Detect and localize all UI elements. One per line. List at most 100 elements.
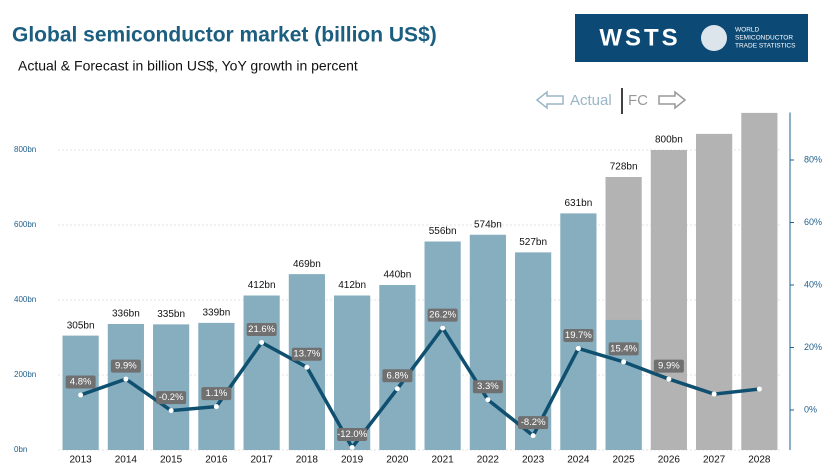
y2-tick-label: 60% [804,217,822,227]
growth-label: 9.9% [658,361,680,372]
x-tick-label: 2016 [205,455,228,466]
y-tick-label: 800bn [14,145,36,154]
bar [153,324,190,450]
growth-label: -0.2% [159,392,184,403]
legend-arrow [658,90,687,110]
bar [198,322,235,450]
logo-caption: WORLD [735,27,760,34]
logo-box [575,14,808,62]
chart-title: Global semiconductor market (billion US$… [12,24,437,47]
value-label: 440bn [383,270,411,281]
value-label: 469bn [293,259,321,270]
growth-label: 21.6% [248,324,275,335]
logo-globe [701,25,727,51]
point [440,325,446,331]
value-label: 335bn [157,309,185,320]
label-box [382,369,413,383]
logo-caption: SEMICONDUCTOR [735,35,793,42]
label-box [65,375,96,389]
growth-label: 1.1% [206,388,228,399]
y2-tick-label: 20% [804,342,822,352]
label-box [337,428,368,441]
point [666,376,672,382]
growth-label: -8.2% [521,417,546,428]
chart-subtitle: Actual & Forecast in billion US$, YoY gr… [18,58,358,74]
label-box [427,308,458,322]
x-tick-label: 2023 [522,455,545,466]
x-tick-label: 2015 [160,455,183,466]
label-box [472,380,503,394]
value-label: 305bn [67,320,95,331]
y2-tick-label: 40% [804,279,822,289]
x-tick-label: 2021 [432,455,455,466]
x-tick-label: 2027 [703,455,726,466]
point [78,392,84,398]
bar [469,234,506,450]
y-tick-label: 600bn [14,220,36,229]
x-tick-label: 2014 [115,455,138,466]
point [349,445,355,450]
growth-label: 3.3% [477,381,499,392]
x-tick-label: 2019 [341,455,364,466]
value-label: 527bn [519,237,547,248]
point [575,345,581,351]
label-box [518,416,549,430]
y2-tick-label: 80% [804,154,822,164]
label-box [291,347,322,361]
x-tick-label: 2017 [251,455,274,466]
bar [741,112,778,450]
point [485,397,491,403]
bar [650,150,687,450]
legend-label: FC [628,92,648,109]
point [304,364,310,370]
legend-arrow [535,90,564,110]
point [123,376,129,382]
growth-line [80,325,760,451]
growth-label: 13.7% [293,349,320,360]
value-label: 800bn [655,135,683,146]
growth-label: -12.0% [337,429,368,440]
growth-label: 6.8% [387,370,409,381]
value-label: 412bn [248,280,276,291]
growth-label: 19.7% [565,330,592,341]
point [530,433,536,439]
y-tick-label: 0bn [14,445,27,454]
x-tick-label: 2020 [386,455,409,466]
y-tick-label: 200bn [14,370,36,379]
y2-tick-label: 0% [804,404,817,414]
growth-label: 9.9% [115,361,137,372]
growth-label: 15.4% [610,343,637,354]
value-label: 336bn [112,309,140,320]
point [259,340,265,345]
point [213,404,219,410]
label-box [156,391,187,405]
label-box [608,342,639,356]
legend-label: Actual [570,92,612,109]
x-tick-label: 2013 [70,455,93,466]
growth-label: 26.2% [429,310,456,321]
value-label: 556bn [429,226,457,237]
value-label: 631bn [564,198,592,209]
point [756,386,762,392]
bar [379,285,416,450]
logo-text: WSTS [599,24,680,51]
bar [243,295,280,450]
value-label: 728bn [610,162,638,173]
logo-caption: TRADE STATISTICS [735,43,796,50]
bar [696,133,733,450]
label-box [110,359,141,373]
x-tick-label: 2022 [477,455,500,466]
point [394,386,400,392]
point [711,391,717,397]
x-tick-label: 2026 [658,455,681,466]
bar [605,319,642,450]
growth-label: 4.8% [70,377,92,388]
label-box [653,359,684,373]
x-tick-label: 2028 [748,455,771,466]
label-box [201,387,232,401]
x-tick-label: 2018 [296,455,319,466]
value-label: 574bn [474,219,502,230]
x-tick-label: 2025 [613,455,636,466]
value-label: 412bn [338,280,366,291]
